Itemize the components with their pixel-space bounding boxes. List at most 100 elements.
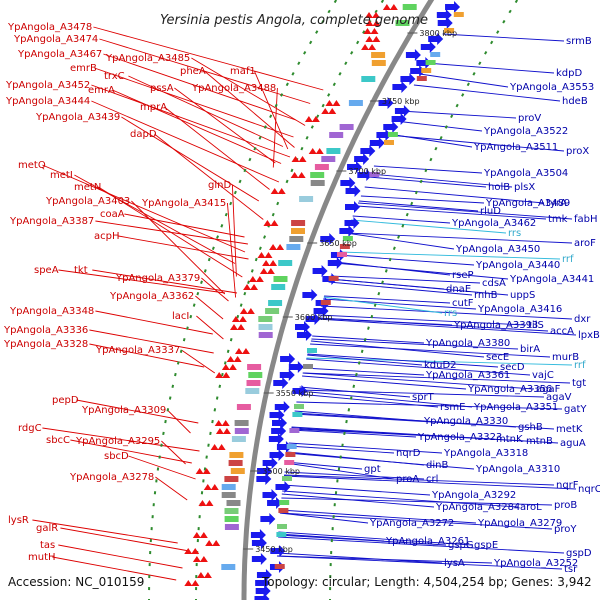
- plus-strand-arrow: [304, 116, 320, 122]
- minus-strand-arrow: [302, 289, 318, 301]
- gene-connector-right: [302, 372, 535, 390]
- gene-label-right: lysA: [444, 558, 465, 569]
- gene-connector-right: [290, 429, 417, 438]
- cds-block: [337, 252, 347, 257]
- gene-label-right: srmB: [566, 36, 592, 47]
- gene-label-right: YpAngola_A3330: [423, 416, 508, 427]
- gene-connector-right: [335, 262, 509, 280]
- gene-label-right: dnaE: [446, 284, 471, 295]
- position-label: 3500 kbp: [262, 467, 300, 476]
- minus-strand-arrow: [428, 33, 444, 45]
- minus-strand-arrow: [369, 137, 385, 149]
- cds-block: [221, 564, 236, 570]
- minus-strand-arrow: [445, 1, 461, 13]
- cds-block: [282, 476, 292, 481]
- position-label: 3450 kbp: [255, 545, 293, 554]
- gene-label-right: mtnB: [526, 436, 553, 447]
- plus-strand-arrow: [195, 468, 211, 474]
- gene-label-right: YpAngola_A3380: [425, 338, 510, 349]
- gene-label-right: plsX: [514, 182, 535, 193]
- cds-block: [289, 236, 304, 242]
- gene-label-right: kdpD: [556, 68, 582, 79]
- gene-label-right: aroL: [520, 502, 542, 513]
- gene-connector-right: [337, 254, 475, 266]
- cds-block: [453, 12, 464, 17]
- gene-label-left: trxC: [104, 71, 125, 82]
- position-label: 3750 kbp: [382, 97, 420, 106]
- gene-label-right: rsmE: [440, 402, 465, 413]
- gene-connector-left: [167, 409, 191, 434]
- gene-label-left: YpAngola_A3348: [9, 306, 94, 317]
- gene-label-right: YpAngola_A3450: [455, 244, 540, 255]
- cds-block: [224, 516, 239, 522]
- minus-strand-arrow: [437, 17, 453, 29]
- cds-block: [430, 52, 441, 57]
- gene-connector-right: [360, 195, 485, 204]
- gene-label-left: rdgC: [18, 423, 42, 434]
- gene-label-right: nqrD: [396, 448, 421, 459]
- cds-block: [310, 172, 325, 178]
- gene-label-right: gpt: [364, 464, 381, 475]
- gene-label-left: YpAngola_A3362: [109, 291, 194, 302]
- position-label: 3650 kbp: [319, 239, 357, 248]
- gene-label-right: cdsA: [482, 278, 506, 289]
- gene-connector-left: [196, 315, 224, 340]
- gene-label-left: YpAngola_A3415: [141, 198, 226, 209]
- gene-connector-left: [118, 235, 249, 260]
- plus-strand-arrow: [365, 20, 381, 26]
- cds-block: [421, 68, 432, 73]
- minus-strand-arrow: [436, 9, 452, 21]
- plus-strand-arrow: [365, 36, 381, 42]
- gene-connector-right: [296, 401, 563, 410]
- minus-strand-arrow: [269, 449, 285, 461]
- gene-label-right: rrf: [574, 360, 586, 371]
- cds-block: [444, 28, 455, 33]
- cds-block: [236, 404, 251, 410]
- minus-strand-arrow: [420, 41, 436, 53]
- gene-label-left: YpAngola_A3452: [5, 80, 90, 91]
- cds-block: [326, 148, 341, 154]
- topology-summary: Topology: circular; Length: 4,504,254 bp…: [261, 575, 592, 589]
- cds-block: [425, 60, 436, 65]
- gene-label-right: hdeB: [562, 96, 588, 107]
- gene-connector-right: [400, 110, 517, 119]
- plus-strand-arrow: [226, 356, 242, 362]
- gene-connector-left: [91, 84, 291, 158]
- gene-label-left: YpAngola_A3474: [13, 34, 98, 45]
- cds-block: [328, 276, 339, 281]
- plus-strand-arrow: [203, 484, 219, 490]
- gene-label-right: YpAngola_A3441: [509, 274, 594, 285]
- gene-connector-left: [95, 310, 213, 335]
- cds-block: [274, 564, 285, 569]
- gene-connector-left: [92, 269, 238, 294]
- gene-connector-right: [277, 552, 443, 564]
- cds-block: [285, 452, 296, 457]
- minus-strand-arrow: [292, 385, 308, 397]
- minus-strand-arrow: [357, 169, 373, 181]
- gene-connector-right: [288, 442, 443, 454]
- gene-connector-left: [128, 455, 196, 480]
- gene-label-right: YpAngola_A3553: [509, 82, 594, 93]
- gene-label-left: YpAngola_A3403: [45, 196, 130, 207]
- gene-label-left: pepD: [52, 395, 79, 406]
- plus-strand-arrow: [262, 260, 278, 266]
- backbone-curve: [241, 0, 435, 605]
- gene-label-right: YpAngola_A3323: [417, 432, 502, 443]
- gene-label-right: nqrC: [578, 484, 600, 495]
- cds-block: [348, 100, 363, 106]
- gene-connector-right: [281, 497, 553, 506]
- minus-strand-arrow: [391, 113, 407, 125]
- minus-strand-arrow: [267, 497, 283, 509]
- minus-strand-arrow: [251, 537, 267, 549]
- position-ticks: 3800 kbp 3750 kbp 3700 kbp 3650 kbp 3600 kbp…: [243, 29, 457, 554]
- minus-strand-arrow: [280, 353, 296, 365]
- gene-connector-right: [310, 340, 485, 358]
- cds-block: [234, 420, 249, 426]
- gene-connector-left: [204, 70, 295, 148]
- plus-strand-arrow: [248, 276, 264, 282]
- cds-block: [258, 316, 273, 322]
- gene-label-right: rluD: [480, 206, 501, 217]
- gene-label-right: tsr: [564, 564, 578, 575]
- gene-connector-left: [124, 213, 245, 238]
- minus-strand-arrow: [313, 305, 329, 317]
